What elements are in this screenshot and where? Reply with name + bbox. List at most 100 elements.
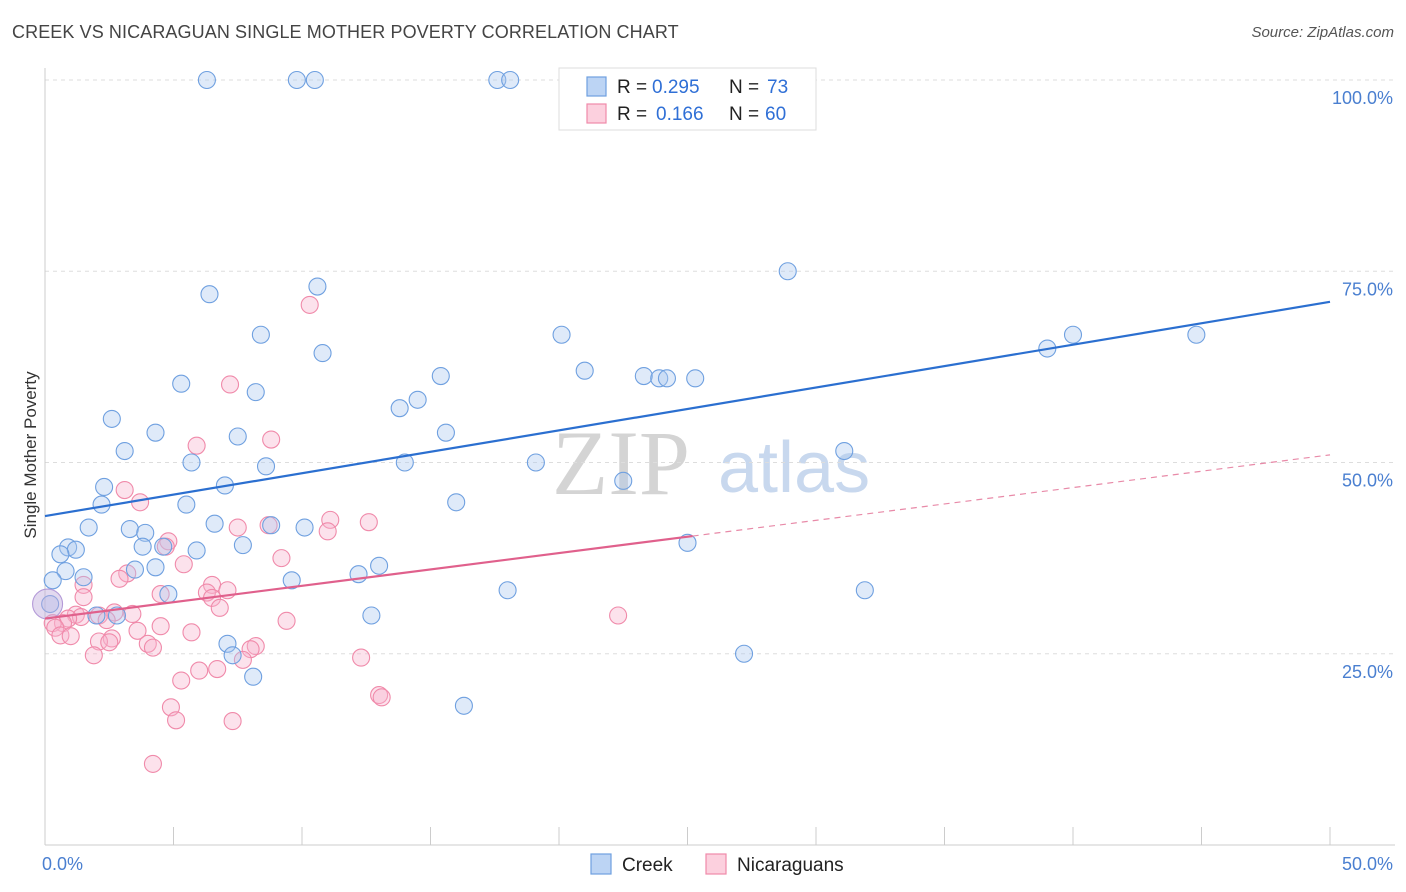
nicaraguans-point xyxy=(272,549,291,568)
bottom-legend-swatch-creek xyxy=(590,853,612,875)
creek-point xyxy=(390,399,409,418)
y-tick-label: 25.0% xyxy=(1342,662,1393,682)
nicaraguans-point xyxy=(110,569,129,588)
creek-point xyxy=(41,594,60,614)
creek-trend-line xyxy=(44,300,1331,518)
creek-point xyxy=(107,606,127,625)
creek-point xyxy=(136,523,155,542)
creek-point xyxy=(308,277,327,296)
creek-point xyxy=(501,70,520,90)
nicaraguans-point xyxy=(61,627,80,646)
nicaraguans-point xyxy=(190,661,209,680)
creek-point xyxy=(172,374,191,393)
creek-point xyxy=(154,537,173,556)
creek-point xyxy=(218,634,237,653)
nicaraguans-point xyxy=(223,712,242,731)
creek-point xyxy=(370,556,389,575)
creek-point xyxy=(102,409,121,428)
chart-title: CREEK VS NICARAGUAN SINGLE MOTHER POVERT… xyxy=(12,22,679,42)
nicaraguans-point xyxy=(220,375,240,394)
creek-point xyxy=(256,457,276,476)
creek-point xyxy=(634,367,653,386)
creek-point xyxy=(56,562,75,581)
creek-point xyxy=(575,361,594,380)
legend-nic-r-value: 0.166 xyxy=(656,104,704,125)
creek-point xyxy=(431,367,450,386)
creek-points xyxy=(32,70,1206,715)
legend-creek-r-label: R = xyxy=(617,77,647,98)
legend-nic-n-value: 60 xyxy=(765,104,786,125)
creek-point xyxy=(233,536,252,555)
legend-nic-r-label: R = xyxy=(617,104,647,125)
nicaraguans-point xyxy=(318,522,337,541)
y-tick-label: 75.0% xyxy=(1342,279,1393,299)
creek-point xyxy=(295,518,314,537)
x-tick-label: 50.0% xyxy=(1342,854,1393,874)
source-credit: Source: ZipAtlas.com xyxy=(1251,24,1394,41)
creek-point xyxy=(205,514,224,533)
creek-point xyxy=(650,369,669,388)
nicaraguans-point xyxy=(370,686,389,705)
creek-point xyxy=(74,568,93,587)
legend-creek-n-value: 73 xyxy=(767,77,788,98)
creek-point xyxy=(182,453,201,472)
legend-swatch-nicaraguans xyxy=(586,103,607,124)
y-tick-labels: 25.0% 50.0% 75.0% 100.0% xyxy=(1332,88,1393,682)
nicaraguans-point xyxy=(51,626,70,645)
creek-point xyxy=(454,696,473,715)
axes xyxy=(44,68,1395,846)
legend-nic-n-label: N = xyxy=(729,104,759,125)
creek-point xyxy=(835,441,854,461)
creek-point xyxy=(686,369,705,388)
nicaraguans-trend-line-dashed xyxy=(692,454,1331,537)
legend-swatch-creek xyxy=(586,76,607,97)
bottom-legend-swatch-nicaraguans xyxy=(705,853,727,875)
nicaraguans-point xyxy=(167,711,186,730)
creek-point xyxy=(313,344,332,363)
x-tick-label: 0.0% xyxy=(42,854,83,874)
creek-point xyxy=(43,571,62,590)
creek-point xyxy=(159,585,178,604)
creek-point xyxy=(146,558,165,577)
nicaraguans-point xyxy=(143,638,162,657)
creek-point xyxy=(498,581,517,600)
nicaraguans-point xyxy=(151,585,170,604)
creek-point xyxy=(526,453,545,472)
creek-point xyxy=(1063,325,1083,344)
nicaraguans-point xyxy=(115,480,134,500)
creek-point xyxy=(251,325,270,344)
creek-point xyxy=(552,325,571,344)
nicaraguans-point xyxy=(233,650,252,669)
creek-point xyxy=(1187,325,1206,344)
nicaraguans-point xyxy=(321,510,340,529)
nicaraguans-point xyxy=(89,632,109,651)
creek-point xyxy=(287,70,306,90)
nicaraguans-point xyxy=(300,295,319,314)
creek-point xyxy=(66,540,85,559)
creek-point xyxy=(262,516,281,535)
nicaraguans-trend-line xyxy=(44,534,693,620)
nicaraguans-point xyxy=(100,633,119,652)
gridlines xyxy=(45,79,1395,655)
nicaraguans-point xyxy=(128,621,147,640)
nicaraguans-point xyxy=(174,555,193,574)
nicaraguans-point xyxy=(372,688,391,707)
creek-point xyxy=(187,541,206,560)
y-tick-label: 50.0% xyxy=(1342,471,1393,491)
creek-point xyxy=(362,606,381,625)
nicaraguans-point xyxy=(210,598,229,617)
nicaraguans-point xyxy=(74,588,93,607)
creek-point xyxy=(614,471,633,490)
creek-point-large xyxy=(32,588,64,620)
nicaraguans-point xyxy=(359,513,378,532)
creek-point xyxy=(246,383,265,402)
creek-point xyxy=(133,537,152,556)
nicaraguans-point xyxy=(123,604,142,624)
watermark-atlas: atlas xyxy=(718,428,870,508)
creek-point xyxy=(657,369,676,388)
nicaraguans-point xyxy=(609,606,628,625)
nicaraguans-point xyxy=(84,646,103,665)
creek-point xyxy=(79,518,98,537)
creek-point xyxy=(95,477,114,497)
